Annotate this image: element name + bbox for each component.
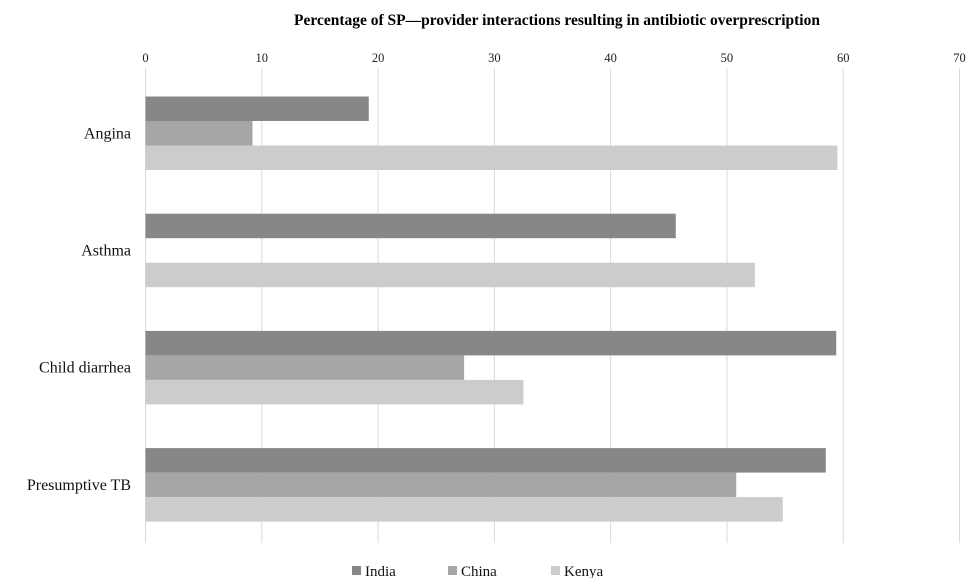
category-label: Child diarrhea <box>39 360 131 377</box>
bar-china-0 <box>145 121 253 146</box>
category-label: Asthma <box>81 242 131 259</box>
x-tick-label: 40 <box>604 51 617 65</box>
x-axis-ticks: 0 10 20 30 40 50 60 70 <box>142 51 965 65</box>
legend-swatch-china <box>448 566 457 575</box>
bar-china-2 <box>145 355 465 380</box>
x-tick-label: 70 <box>953 51 966 65</box>
legend-label-kenya: Kenya <box>564 564 603 578</box>
bar-kenya-1 <box>145 262 755 288</box>
bar-india-3 <box>145 448 826 473</box>
bars <box>145 96 838 522</box>
bar-india-2 <box>145 330 837 356</box>
legend-swatch-kenya <box>551 566 560 575</box>
legend: India China Kenya <box>352 564 603 578</box>
category-label: Presumptive TB <box>27 477 131 494</box>
bar-china-3 <box>145 472 737 498</box>
legend-swatch-india <box>352 566 361 575</box>
x-tick-label: 0 <box>142 51 148 65</box>
bar-kenya-0 <box>145 145 838 170</box>
category-labels: Angina Asthma Child diarrhea Presumptive TB <box>27 125 131 494</box>
legend-label-india: India <box>365 564 396 578</box>
x-tick-label: 20 <box>372 51 385 65</box>
category-label: Angina <box>84 125 131 142</box>
x-tick-label: 30 <box>488 51 501 65</box>
bar-india-0 <box>145 96 369 121</box>
x-tick-label: 10 <box>256 51 269 65</box>
legend-label-china: China <box>461 564 497 578</box>
bar-india-1 <box>145 213 676 239</box>
chart-title: Percentage of SP—provider interactions r… <box>294 12 820 29</box>
x-tick-label: 60 <box>837 51 850 65</box>
bar-kenya-2 <box>145 379 524 405</box>
x-tick-label: 50 <box>721 51 734 65</box>
bar-kenya-3 <box>145 497 783 522</box>
